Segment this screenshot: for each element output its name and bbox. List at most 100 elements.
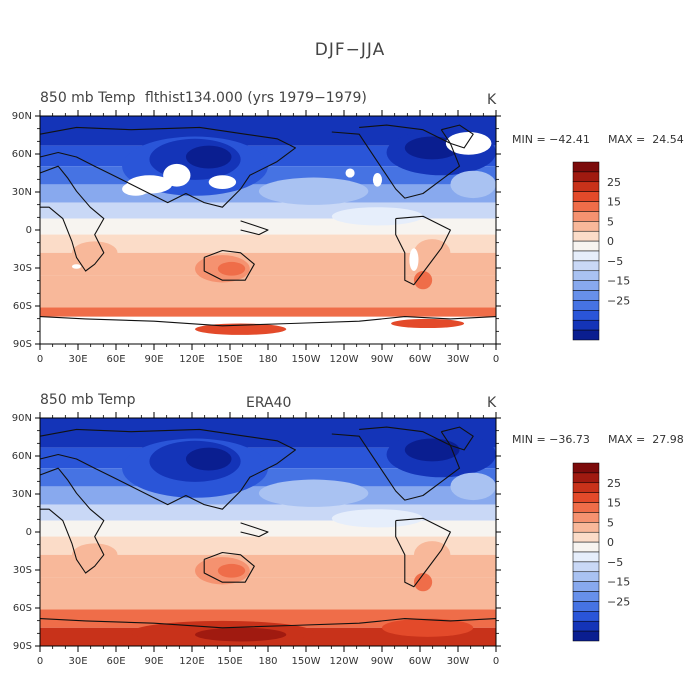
colorbar-label: 5 — [607, 516, 614, 529]
lat-tick-label: 90N — [12, 111, 32, 122]
lat-tick-label: 60S — [13, 301, 32, 312]
figure-title: DJF−JJA — [314, 40, 386, 60]
temp-anomaly-region — [195, 323, 287, 335]
lon-tick-label: 150W — [292, 354, 321, 365]
temp-anomaly-region — [185, 447, 232, 471]
lon-tick-label: 60W — [409, 354, 432, 365]
colorbar-box — [572, 462, 600, 474]
missing-data-region — [372, 173, 382, 187]
colorbar-box — [572, 531, 600, 543]
lon-tick-label: 150E — [217, 354, 242, 365]
temp-anomaly-region — [71, 543, 118, 567]
lon-tick-label: 120W — [330, 354, 359, 365]
coastline-australia — [203, 249, 255, 281]
temp-band — [40, 252, 496, 276]
temp-band — [40, 234, 496, 253]
colorbar-box — [572, 581, 600, 592]
temp-band — [40, 504, 496, 521]
lon-tick-label: 60E — [106, 656, 125, 667]
missing-data-region — [122, 182, 150, 196]
colorbar-box — [572, 472, 600, 484]
colorbar-label: 25 — [607, 477, 621, 490]
coastline-africa — [39, 165, 105, 272]
lat-tick-label: 30S — [13, 263, 32, 274]
lon-tick-label: 0 — [37, 354, 43, 365]
coastline-antarctica — [39, 316, 497, 327]
lat-tick-label: 0 — [26, 225, 32, 236]
colorbar-box — [572, 611, 600, 622]
colorbar-box — [572, 571, 600, 582]
coastline-africa — [39, 467, 105, 574]
lon-tick-label: 30W — [447, 656, 470, 667]
colorbar-label: −25 — [607, 294, 630, 307]
map-panel-top: 90N 60N 30N 0 30S 60S 90S 0 30E 60E 90E 120E 150E 180… — [12, 110, 630, 365]
lon-tick-label: 60E — [106, 354, 125, 365]
lat-tick-label: 0 — [26, 527, 32, 538]
lon-tick-label: 30W — [447, 354, 470, 365]
coastline-greenland — [440, 426, 474, 451]
coastline-eurasia — [39, 428, 296, 510]
missing-data-region — [345, 168, 355, 178]
temp-anomaly-region — [413, 271, 433, 290]
panel-title-left: 850 mb Temp — [40, 392, 136, 408]
lat-tick-label: 90S — [13, 339, 32, 350]
temp-anomaly-region — [258, 479, 369, 507]
coastline-greenland — [440, 124, 474, 149]
colorbar-box — [572, 551, 600, 563]
lon-tick-label: 90E — [144, 354, 163, 365]
colorbar-label: −25 — [607, 595, 630, 608]
colorbar-box — [572, 492, 600, 503]
panel-title-left: 850 mb Temp — [40, 90, 136, 106]
missing-data-region — [445, 131, 492, 155]
coastline-north-america — [331, 426, 461, 501]
lon-tick-label: 90E — [144, 656, 163, 667]
temp-anomaly-region — [404, 438, 460, 462]
temp-anomaly-region — [404, 136, 460, 160]
lon-tick-label: 0 — [37, 656, 43, 667]
colorbar-box — [572, 620, 600, 632]
coastline-maritime-continent — [240, 220, 269, 236]
colorbar-label: 25 — [607, 176, 621, 189]
lat-tick-label: 60S — [13, 603, 32, 614]
min-value: MIN = −42.41 — [512, 133, 590, 146]
colorbar-box — [572, 561, 600, 573]
coastline-maritime-continent — [240, 522, 269, 538]
colorbar-label: −15 — [607, 576, 630, 589]
temp-anomaly-region — [450, 170, 497, 199]
coastline-south-america — [395, 517, 451, 588]
missing-data-region — [71, 264, 82, 269]
colorbar-box — [572, 591, 600, 602]
colorbar-label: 5 — [607, 215, 614, 228]
temp-anomaly-region — [450, 472, 497, 501]
temp-anomaly-region — [413, 239, 451, 267]
missing-data-region — [208, 175, 237, 189]
colorbar-box — [572, 329, 600, 341]
lat-tick-label: 60N — [12, 451, 32, 462]
panel-title-center: ERA40 — [246, 395, 292, 411]
lon-tick-label: 120E — [179, 656, 204, 667]
missing-data-region — [163, 163, 191, 187]
lon-tick-label: 0 — [493, 656, 499, 667]
temp-anomaly-region — [185, 145, 232, 169]
colorbar-label: 15 — [607, 196, 621, 209]
coastline-south-america — [395, 215, 451, 286]
colorbar-box — [572, 541, 600, 553]
lon-tick-label: 30E — [68, 354, 87, 365]
colorbar-box — [572, 512, 600, 523]
temp-anomaly-region — [382, 618, 474, 637]
colorbar-box — [572, 601, 600, 612]
lon-tick-label: 30E — [68, 656, 87, 667]
coastline-antarctica — [39, 618, 497, 629]
temp-anomaly-region — [331, 509, 424, 528]
lon-tick-label: 90W — [371, 656, 394, 667]
colorbar-box — [572, 482, 600, 493]
temp-band — [40, 536, 496, 555]
lon-tick-label: 0 — [493, 354, 499, 365]
coastline-australia — [203, 551, 255, 583]
lat-tick-label: 30N — [12, 489, 32, 500]
coastline-north-america — [331, 124, 461, 199]
temp-anomaly-region — [413, 541, 451, 569]
temp-anomaly-region — [217, 563, 246, 578]
missing-data-region — [409, 248, 419, 272]
colorbar-box — [572, 630, 600, 642]
